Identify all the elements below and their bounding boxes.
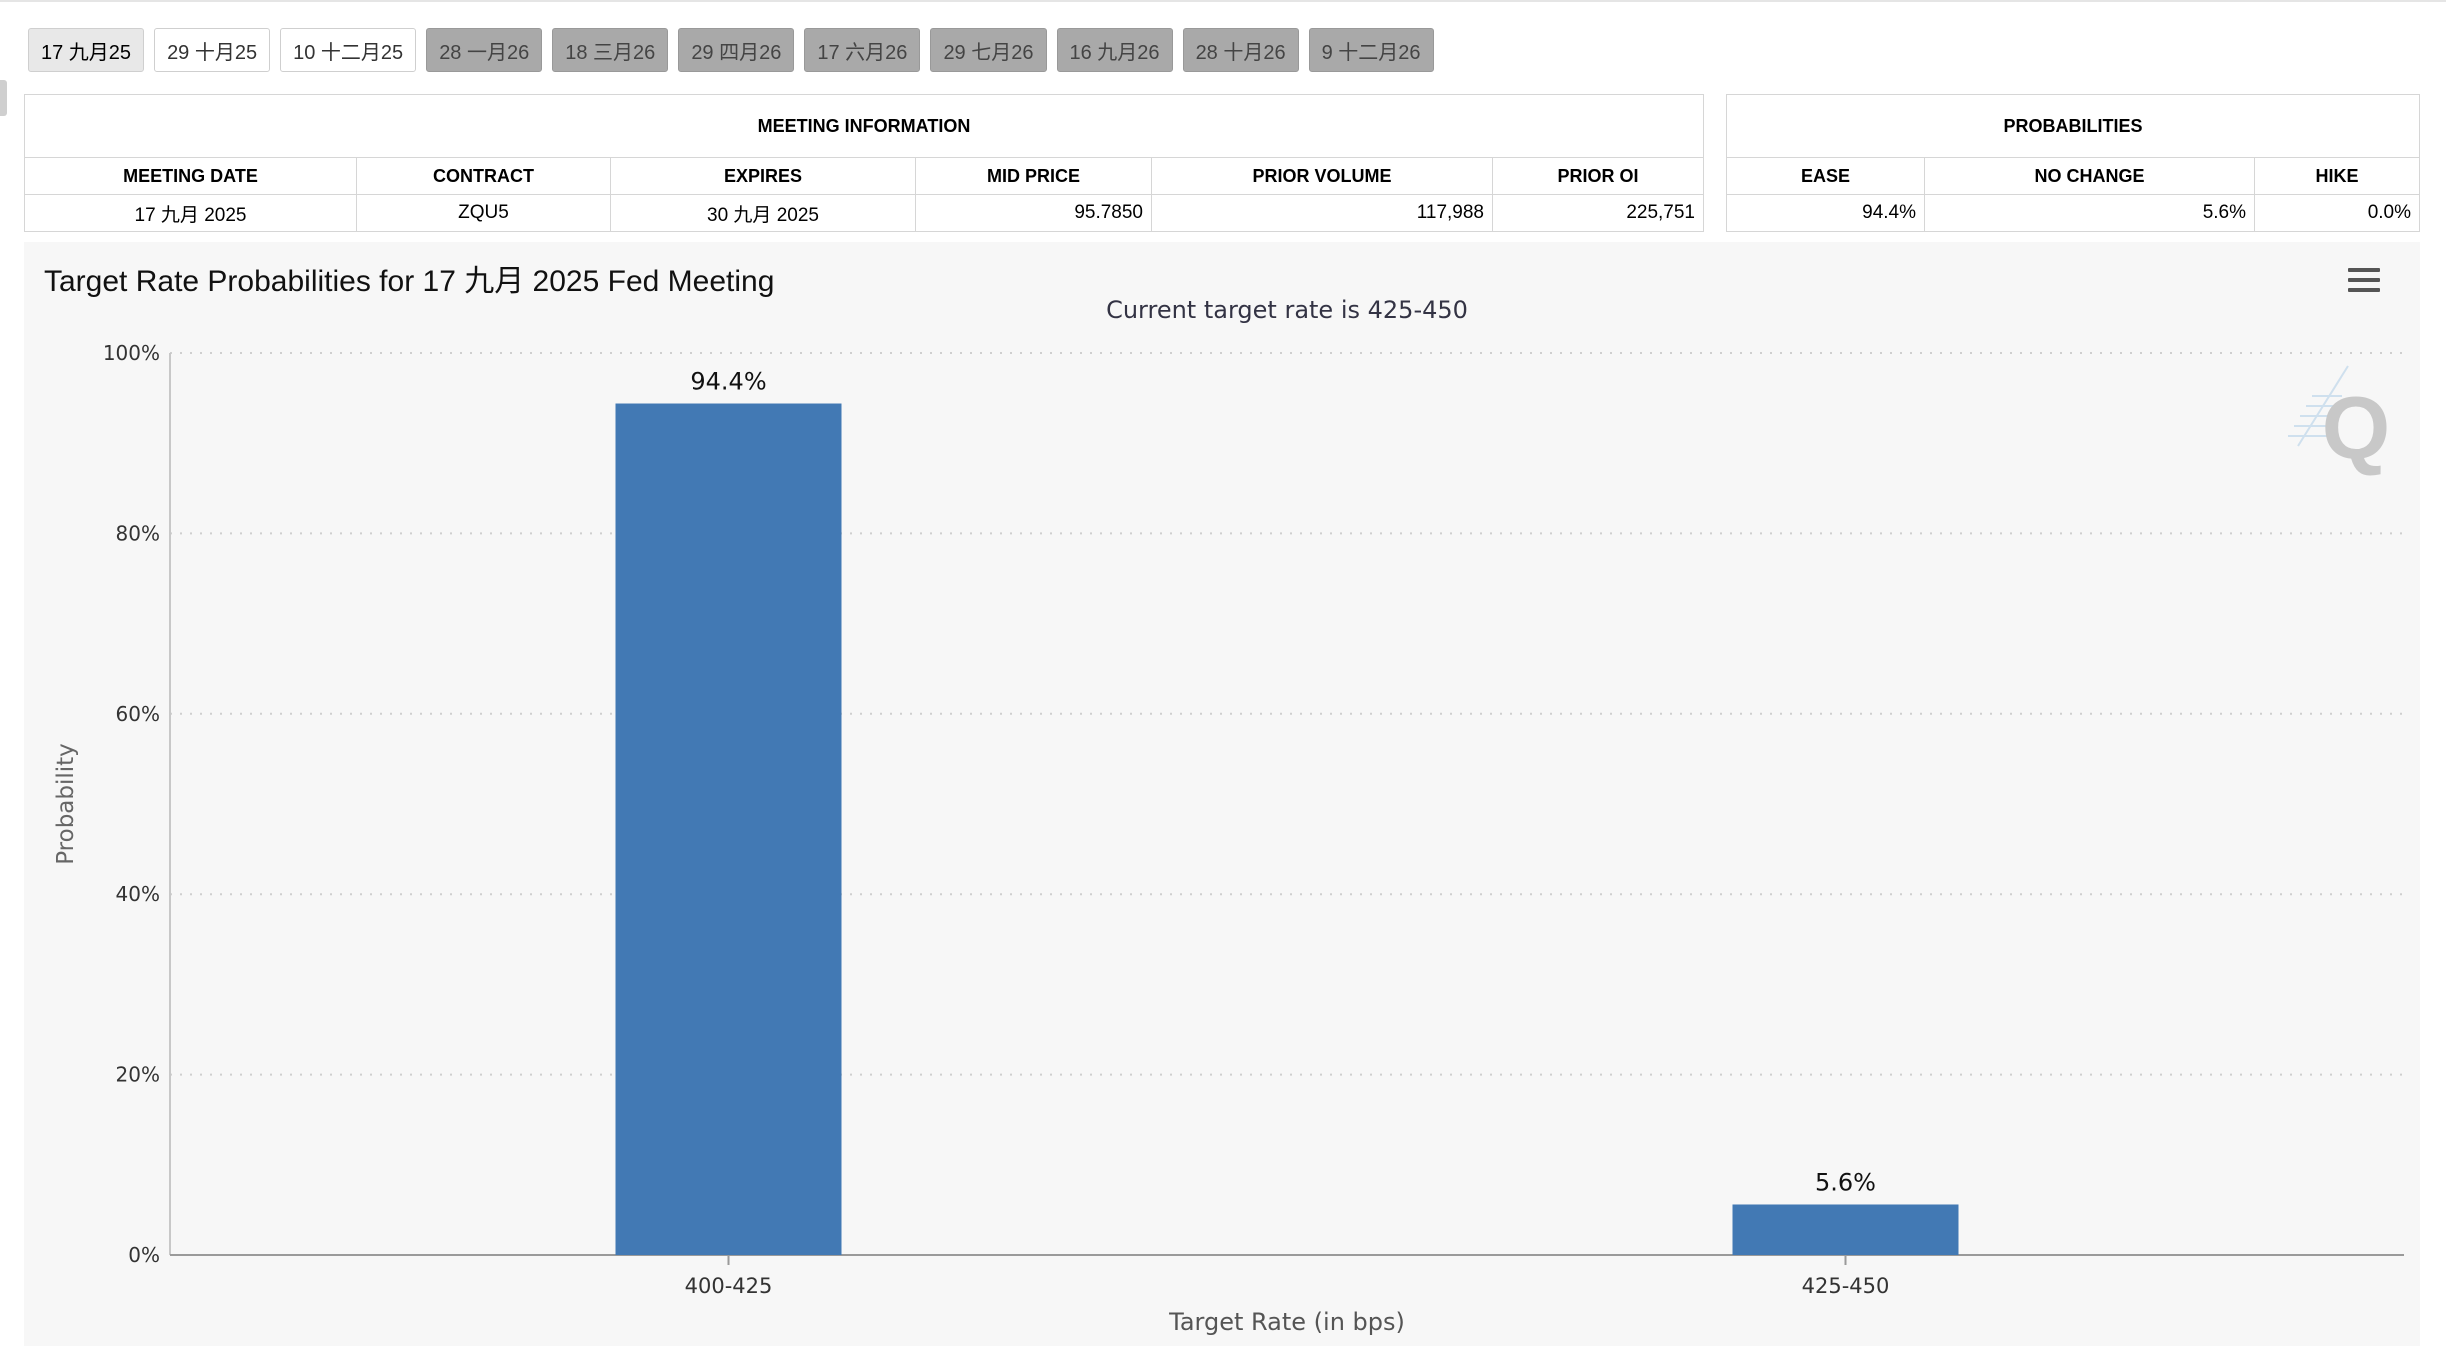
table-header-row: MEETING DATE CONTRACT EXPIRES MID PRICE … [25,158,1703,195]
meeting-date-tabs: 17 九月25 29 十月25 10 十二月25 28 一月26 18 三月26… [28,28,1434,76]
prior-volume-cell: 117,988 [1152,195,1493,231]
bar [1732,1204,1959,1255]
tab-meeting-date[interactable]: 18 三月26 [552,28,669,72]
column-header: NO CHANGE [1925,158,2255,194]
y-tick-label: 60% [116,702,160,726]
tab-meeting-date[interactable]: 17 六月26 [804,28,921,72]
table-row: 94.4% 5.6% 0.0% [1727,195,2419,231]
tab-meeting-date[interactable]: 9 十二月26 [1308,28,1434,72]
hike-cell: 0.0% [2367,202,2411,223]
y-tick-label: 40% [116,882,160,906]
bar-data-label: 5.6% [1815,1168,1876,1196]
column-header: CONTRACT [357,158,611,194]
column-header: PRIOR OI [1557,165,1639,186]
svg-text:Q: Q [2322,378,2390,477]
y-axis-title: Probability [53,743,79,865]
target-rate-bar-chart: Q Current target rate is 425-450 0% 20% 40%… [53,296,2404,1336]
column-header: MID PRICE [916,158,1152,194]
top-border [0,0,2446,2]
column-header: MEETING DATE [25,158,357,194]
tab-meeting-date[interactable]: 28 十月26 [1182,28,1299,72]
meeting-information-table: MEETING INFORMATION MEETING DATE CONTRAC… [24,94,1704,232]
column-header: HIKE [2315,165,2359,186]
ease-cell: 94.4% [1727,195,1925,231]
bar-data-label: 94.4% [690,368,766,396]
y-tick-label: 20% [116,1063,160,1087]
chart-title: Target Rate Probabilities for 17 九月 2025… [44,265,775,298]
x-tick-label: 400-425 [685,1274,773,1298]
column-header: EXPIRES [611,158,916,194]
tab-meeting-date[interactable]: 17 九月25 [28,28,145,72]
chart-menu-icon[interactable] [2348,268,2380,294]
x-axis-title: Target Rate (in bps) [1168,1308,1405,1336]
expires-cell: 30 九月 2025 [611,195,916,231]
y-tick-label: 80% [116,521,160,545]
tab-meeting-date[interactable]: 16 九月26 [1056,28,1173,72]
column-header: PRIOR VOLUME [1152,158,1493,194]
tab-meeting-date[interactable]: 29 七月26 [930,28,1047,72]
mid-price-cell: 95.7850 [916,195,1152,231]
tab-meeting-date[interactable]: 29 十月25 [154,28,271,72]
side-panel-handle[interactable] [0,80,7,116]
meeting-date-cell: 17 九月 2025 [25,195,357,231]
tab-meeting-date[interactable]: 10 十二月25 [280,28,417,72]
bar [615,403,842,1256]
prior-oi-cell: 225,751 [1626,202,1695,223]
x-tick-label: 425-450 [1802,1274,1890,1298]
column-header: EASE [1727,158,1925,194]
probabilities-table: PROBABILITIES EASE NO CHANGE HIKE 94.4% … [1726,94,2420,232]
chart-panel: Target Rate Probabilities for 17 九月 2025… [24,242,2420,1346]
tab-meeting-date[interactable]: 28 一月26 [426,28,543,72]
table-row: 17 九月 2025 ZQU5 30 九月 2025 95.7850 117,9… [25,195,1703,231]
probabilities-caption: PROBABILITIES [1727,95,2419,158]
table-header-row: EASE NO CHANGE HIKE [1727,158,2419,195]
tab-meeting-date[interactable]: 29 四月26 [678,28,795,72]
meeting-information-caption: MEETING INFORMATION [25,95,1703,158]
no-change-cell: 5.6% [1925,195,2255,231]
contract-cell: ZQU5 [357,195,611,231]
chart-subtitle: Current target rate is 425-450 [1106,296,1468,324]
watermark-q-logo: Q [2288,365,2390,477]
y-tick-label: 100% [103,341,160,365]
y-tick-label: 0% [128,1243,160,1267]
